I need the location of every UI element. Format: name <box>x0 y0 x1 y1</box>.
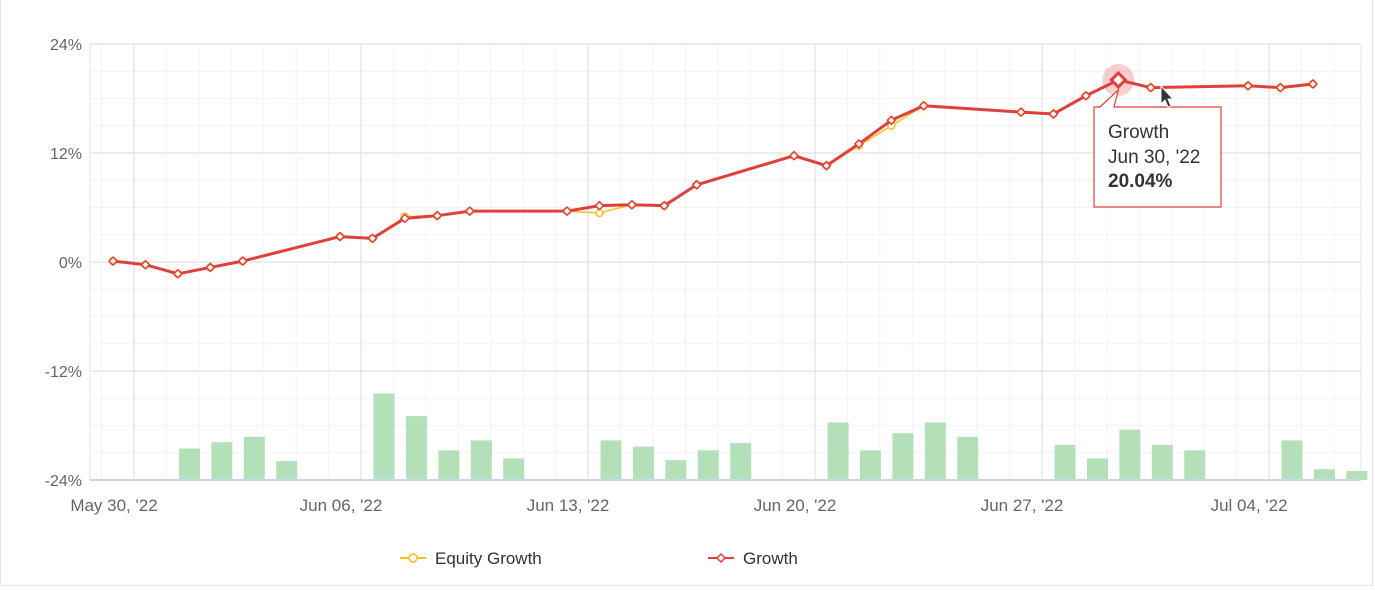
growth-point[interactable] <box>821 160 832 171</box>
bar <box>924 422 946 480</box>
legend-marker-circle-icon <box>408 553 418 563</box>
growth-point[interactable] <box>594 200 605 211</box>
growth-point[interactable] <box>886 115 897 126</box>
legend-item-equity-growth[interactable]: Equity Growth <box>400 549 542 568</box>
growth-point[interactable] <box>1275 82 1286 93</box>
growth-point[interactable] <box>561 206 573 217</box>
growth-point[interactable] <box>1145 82 1156 93</box>
growth-point[interactable] <box>1307 78 1318 90</box>
x-tick-label: Jun 13, '22 <box>527 496 610 515</box>
bar <box>665 460 687 480</box>
bar <box>600 440 622 480</box>
growth-point[interactable] <box>853 138 864 149</box>
bar <box>373 393 395 480</box>
bar <box>470 440 492 480</box>
bar <box>1054 444 1076 480</box>
bar <box>730 443 752 480</box>
growth-point[interactable] <box>172 268 183 279</box>
growth-point[interactable] <box>107 256 119 267</box>
legend[interactable]: Equity Growth Growth <box>400 549 798 568</box>
growth-point[interactable] <box>140 259 151 270</box>
growth-point[interactable] <box>1080 90 1091 101</box>
y-tick-label: 12% <box>50 146 82 163</box>
bar <box>276 461 298 480</box>
y-tick-label: -12% <box>45 364 82 381</box>
growth-point[interactable] <box>659 200 670 211</box>
growth-point[interactable] <box>918 100 929 111</box>
y-tick-label: 24% <box>50 37 82 54</box>
bar <box>1281 440 1303 480</box>
bar <box>892 433 914 480</box>
bar <box>178 448 200 480</box>
growth-point[interactable] <box>334 231 346 242</box>
x-tick-label: Jul 04, '22 <box>1211 496 1288 515</box>
x-tick-label: Jun 27, '22 <box>981 496 1064 515</box>
growth-point[interactable] <box>626 199 637 210</box>
legend-label: Growth <box>743 549 798 568</box>
growth-point[interactable] <box>205 262 216 273</box>
legend-label: Equity Growth <box>435 549 542 568</box>
bar <box>405 416 427 480</box>
x-tick-label: Jun 20, '22 <box>754 496 837 515</box>
growth-point[interactable] <box>367 233 378 244</box>
x-tick-label: May 30, '22 <box>70 496 157 515</box>
x-tick-label: Jun 06, '22 <box>300 496 383 515</box>
bar <box>243 436 265 480</box>
bar-layer <box>178 393 1368 480</box>
tooltip-value: 20.04% <box>1108 171 1173 192</box>
y-tick-label: -24% <box>45 473 82 490</box>
tooltip-date: Jun 30, '22 <box>1108 147 1200 168</box>
growth-point[interactable] <box>1242 80 1254 91</box>
bar <box>859 450 881 480</box>
y-tick-label: 0% <box>59 255 82 272</box>
axis-layer: 24% 12% 0% -12% -24% May 30, '22 Jun 06, '22 Ju… <box>45 37 1361 515</box>
bar <box>1346 471 1368 480</box>
growth-point[interactable] <box>1048 108 1059 120</box>
legend-marker-diamond-icon <box>715 552 727 564</box>
bar <box>697 450 719 480</box>
mouse-cursor-icon <box>1160 84 1175 108</box>
bar <box>1151 444 1173 480</box>
bar <box>632 446 654 480</box>
line-layer <box>107 63 1318 279</box>
growth-line <box>112 78 1314 276</box>
growth-point[interactable] <box>1015 107 1027 118</box>
bar <box>503 458 525 480</box>
growth-point[interactable] <box>464 206 475 217</box>
growth-point[interactable] <box>399 213 410 224</box>
bar <box>438 450 460 480</box>
hover-point[interactable] <box>1109 70 1128 90</box>
growth-point[interactable] <box>788 150 800 161</box>
legend-item-growth[interactable]: Growth <box>708 549 798 568</box>
growth-point[interactable] <box>432 210 443 221</box>
bar <box>827 422 849 480</box>
bar <box>1119 429 1141 480</box>
tooltip-series-name: Growth <box>1108 122 1169 143</box>
bar <box>1086 458 1108 480</box>
growth-point[interactable] <box>237 256 248 267</box>
bar <box>1184 450 1206 480</box>
growth-point[interactable] <box>691 179 702 190</box>
bar <box>211 442 233 480</box>
tooltip: Growth Jun 30, '22 20.04% <box>1093 84 1222 208</box>
bar <box>957 436 979 480</box>
bar <box>1313 469 1335 480</box>
